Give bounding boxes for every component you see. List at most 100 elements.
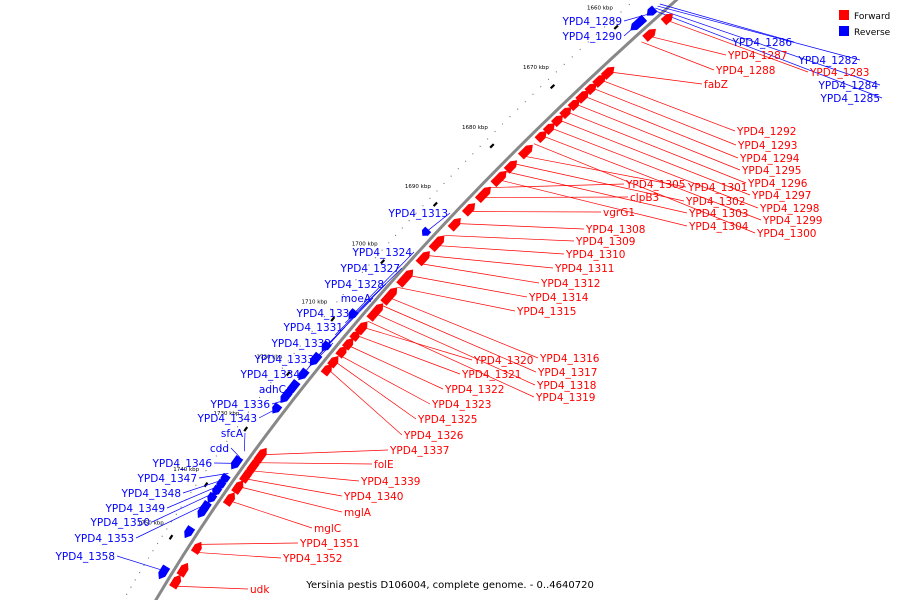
forward-gene[interactable] [518,144,533,160]
reverse-gene[interactable] [272,402,283,414]
gene-label[interactable]: YPD4_1352 [282,553,342,565]
gene-label[interactable]: YPD4_1325 [417,414,477,426]
gene-label[interactable]: YPD4_1319 [535,392,595,404]
gene-label[interactable]: YPD4_1358 [55,551,115,563]
gene-label[interactable]: YPD4_1300 [756,228,816,240]
forward-gene[interactable] [660,13,674,26]
gene-label[interactable]: YPD4_1299 [762,215,822,227]
gene-label[interactable]: YPD4_1305 [625,179,685,191]
gene-label[interactable]: clpB3 [630,192,659,204]
gene-label[interactable]: YPD4_1288 [715,65,775,77]
gene-label[interactable]: moeA [341,293,372,305]
gene-label[interactable]: YPD4_1310 [565,249,625,261]
gene-label[interactable]: YPD4_1286 [732,37,793,49]
gene-label[interactable]: fabZ [704,79,728,91]
gene-label[interactable]: YPD4_1315 [516,306,576,318]
forward-gene[interactable] [349,330,360,342]
gene-label[interactable]: YPD4_1323 [431,399,491,411]
gene-label[interactable]: YPD4_1304 [688,221,749,233]
gene-label[interactable]: YPD4_1292 [736,126,796,138]
gene-label[interactable]: mglC [314,523,341,535]
reverse-gene[interactable] [231,455,244,470]
gene-label[interactable]: YPD4_1327 [340,263,400,275]
forward-gene[interactable] [490,170,507,188]
gene-label[interactable]: YPD4_1340 [343,491,403,503]
reverse-gene[interactable] [630,14,648,31]
gene-label[interactable]: YPD4_1337 [389,445,449,457]
gene-label[interactable]: YPD4_1296 [747,178,808,190]
gene-label[interactable]: YPD4_1294 [739,153,800,165]
gene-label[interactable]: YPD4_1331 [283,322,343,334]
reverse-gene[interactable] [646,5,658,16]
gene-label[interactable]: adhC [259,384,286,396]
gene-label[interactable]: YPD4_1312 [540,278,600,290]
gene-label[interactable]: mglA [344,507,372,519]
reverse-gene[interactable] [207,491,218,504]
gene-label[interactable]: YPD4_1324 [352,247,413,259]
forward-gene[interactable] [335,346,347,359]
forward-gene[interactable] [534,131,547,144]
forward-gene[interactable] [396,269,414,288]
gene-label[interactable]: YPD4_1313 [388,208,448,220]
gene-label[interactable]: YPD4_1283 [809,67,869,79]
gene-label[interactable]: YPD4_1309 [575,236,635,248]
gene-label[interactable]: YPD4_1301 [687,182,747,194]
forward-gene[interactable] [231,480,244,495]
forward-gene[interactable] [461,203,476,217]
gene-label[interactable]: YPD4_1318 [536,380,596,392]
gene-label[interactable]: YPD4_1350 [90,517,150,529]
gene-label[interactable]: YPD4_1353 [74,533,134,545]
gene-label[interactable]: YPD4_1289 [562,16,622,28]
forward-gene[interactable] [503,160,518,174]
forward-gene[interactable] [169,574,182,590]
gene-label[interactable]: YPD4_1349 [105,503,165,515]
gene-label[interactable]: YPD4_1330 [296,308,356,320]
forward-gene[interactable] [239,467,253,484]
forward-gene[interactable] [176,562,189,578]
gene-label[interactable]: YPD4_1332 [271,338,331,350]
reverse-gene[interactable] [158,564,171,580]
gene-label[interactable]: YPD4_1302 [685,196,745,208]
gene-label[interactable]: sfcA [221,428,244,440]
gene-label[interactable]: YPD4_1297 [751,190,811,202]
gene-label[interactable]: YPD4_1308 [585,224,645,236]
forward-gene[interactable] [447,218,461,232]
gene-label[interactable]: YPD4_1348 [121,488,181,500]
reverse-gene[interactable] [184,525,196,539]
forward-gene[interactable] [642,28,656,42]
gene-label[interactable]: udk [250,584,270,596]
reverse-gene[interactable] [321,340,332,352]
gene-label[interactable]: vgrG1 [603,207,635,219]
gene-label[interactable]: cdd [210,443,229,455]
reverse-gene[interactable] [212,484,223,496]
reverse-gene[interactable] [298,367,310,381]
gene-label[interactable]: YPD4_1346 [152,458,213,470]
gene-label[interactable]: YPD4_1316 [539,353,600,365]
gene-label[interactable]: YPD4_1326 [403,430,464,442]
gene-label[interactable]: YPD4_1351 [299,538,359,550]
gene-label[interactable]: YPD4_1293 [737,140,797,152]
forward-gene[interactable] [190,541,202,555]
forward-gene[interactable] [474,186,491,204]
gene-label[interactable]: YPD4_1314 [528,292,589,304]
gene-label[interactable]: YPD4_1282 [798,55,858,67]
gene-label[interactable]: YPD4_1317 [537,367,597,379]
gene-label[interactable]: YPD4_1311 [554,263,614,275]
gene-label[interactable]: YPD4_1339 [360,476,420,488]
reverse-gene[interactable] [309,351,323,366]
gene-label[interactable]: YPD4_1347 [137,473,197,485]
reverse-gene[interactable] [280,388,293,404]
gene-label[interactable]: YPD4_1336 [210,399,271,411]
gene-label[interactable]: YPD4_1303 [688,208,748,220]
reverse-gene[interactable] [421,226,432,236]
gene-label[interactable]: folE [374,459,394,471]
gene-label[interactable]: YPD4_1290 [562,31,622,43]
forward-gene[interactable] [320,364,332,377]
forward-gene[interactable] [415,251,430,267]
reverse-gene[interactable] [348,308,359,319]
forward-gene[interactable] [222,492,235,507]
gene-label[interactable]: YPD4_1287 [727,50,787,62]
gene-label[interactable]: YPD4_1343 [197,413,257,425]
gene-label[interactable]: YPD4_1321 [461,369,521,381]
gene-label[interactable]: YPD4_1285 [820,93,880,105]
